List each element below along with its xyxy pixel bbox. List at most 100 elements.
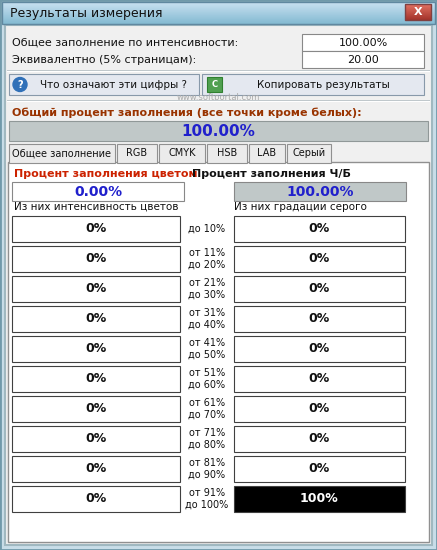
Text: 100.00%: 100.00% bbox=[338, 38, 388, 48]
Bar bbox=[12, 276, 180, 302]
Text: от 51%
до 60%: от 51% до 60% bbox=[188, 368, 225, 390]
Bar bbox=[2, 15, 435, 16]
Bar bbox=[405, 4, 431, 20]
Text: C: C bbox=[212, 80, 218, 89]
Bar bbox=[405, 19, 431, 20]
Text: 0%: 0% bbox=[309, 252, 329, 266]
Bar bbox=[302, 51, 424, 68]
Bar bbox=[405, 8, 431, 9]
Bar bbox=[234, 276, 405, 302]
Bar bbox=[234, 246, 405, 272]
Text: Что означают эти цифры ?: Что означают эти цифры ? bbox=[41, 80, 187, 90]
Text: 0%: 0% bbox=[85, 432, 107, 446]
Bar bbox=[2, 20, 435, 21]
Text: 0%: 0% bbox=[85, 312, 107, 326]
Bar bbox=[405, 7, 431, 8]
Bar bbox=[2, 14, 435, 15]
Bar bbox=[2, 9, 435, 10]
Text: Общее заполнение по интенсивности:: Общее заполнение по интенсивности: bbox=[12, 38, 238, 48]
Text: 0%: 0% bbox=[85, 223, 107, 235]
Bar bbox=[12, 366, 180, 392]
Text: Из них интенсивность цветов: Из них интенсивность цветов bbox=[14, 202, 178, 212]
Text: X: X bbox=[414, 7, 422, 17]
Text: от 41%
до 50%: от 41% до 50% bbox=[188, 338, 225, 360]
Text: www.softportal.com: www.softportal.com bbox=[176, 92, 260, 102]
Text: Процент заполнения Ч/Б: Процент заполнения Ч/Б bbox=[192, 169, 351, 179]
Text: LAB: LAB bbox=[257, 148, 277, 158]
Bar bbox=[202, 74, 424, 95]
Text: от 71%
до 80%: от 71% до 80% bbox=[188, 428, 225, 450]
Bar bbox=[405, 14, 431, 15]
Bar bbox=[405, 6, 431, 7]
Bar bbox=[234, 396, 405, 422]
Bar bbox=[405, 17, 431, 18]
Bar bbox=[234, 182, 406, 201]
Bar bbox=[405, 9, 431, 10]
Bar bbox=[2, 3, 435, 4]
Bar bbox=[2, 12, 435, 13]
Text: от 31%
до 40%: от 31% до 40% bbox=[188, 308, 225, 330]
Bar bbox=[7, 100, 430, 101]
Bar bbox=[9, 144, 115, 163]
Bar bbox=[7, 101, 430, 102]
Text: Общее заполнение: Общее заполнение bbox=[13, 148, 111, 158]
Bar bbox=[12, 182, 184, 201]
Text: 0%: 0% bbox=[309, 463, 329, 476]
Text: 0%: 0% bbox=[309, 283, 329, 295]
Text: от 11%
до 20%: от 11% до 20% bbox=[188, 248, 225, 270]
Text: Копировать результаты: Копировать результаты bbox=[257, 80, 389, 90]
Bar bbox=[405, 15, 431, 16]
Text: 0%: 0% bbox=[85, 372, 107, 386]
Bar bbox=[12, 336, 180, 362]
Bar bbox=[234, 366, 405, 392]
Text: 0.00%: 0.00% bbox=[74, 184, 122, 199]
Bar bbox=[9, 74, 199, 95]
Bar bbox=[2, 11, 435, 12]
Circle shape bbox=[13, 78, 27, 91]
Text: 100.00%: 100.00% bbox=[286, 184, 354, 199]
Text: 0%: 0% bbox=[309, 312, 329, 326]
Text: 100%: 100% bbox=[300, 492, 338, 505]
Bar bbox=[12, 426, 180, 452]
Text: от 91%
до 100%: от 91% до 100% bbox=[185, 488, 229, 510]
Bar bbox=[287, 144, 331, 163]
Bar bbox=[234, 456, 405, 482]
Bar bbox=[2, 5, 435, 6]
Text: 20.00: 20.00 bbox=[347, 55, 379, 65]
Text: 0%: 0% bbox=[85, 252, 107, 266]
Text: до 10%: до 10% bbox=[188, 224, 225, 234]
Bar bbox=[405, 5, 431, 6]
Bar bbox=[12, 306, 180, 332]
Bar bbox=[405, 16, 431, 17]
Bar bbox=[2, 2, 435, 24]
Text: 0%: 0% bbox=[85, 343, 107, 355]
Bar bbox=[12, 396, 180, 422]
Bar bbox=[249, 144, 285, 163]
Text: Процент заполнения цветом: Процент заполнения цветом bbox=[14, 169, 198, 179]
Bar bbox=[159, 144, 205, 163]
Bar bbox=[8, 162, 429, 542]
Text: 0%: 0% bbox=[85, 463, 107, 476]
Bar bbox=[405, 4, 431, 5]
Bar bbox=[2, 4, 435, 5]
Text: Серый: Серый bbox=[292, 148, 326, 158]
Text: Общий процент заполнения (все точки кроме белых):: Общий процент заполнения (все точки кром… bbox=[12, 108, 362, 118]
Text: от 21%
до 30%: от 21% до 30% bbox=[188, 278, 225, 300]
Bar bbox=[2, 8, 435, 9]
Bar bbox=[2, 21, 435, 22]
Bar bbox=[2, 13, 435, 14]
Text: 0%: 0% bbox=[309, 223, 329, 235]
Text: ?: ? bbox=[17, 80, 23, 90]
Text: Эквивалентно (5% страницам):: Эквивалентно (5% страницам): bbox=[12, 55, 196, 65]
Bar bbox=[302, 34, 424, 51]
Text: HSB: HSB bbox=[217, 148, 237, 158]
Bar bbox=[405, 10, 431, 11]
Bar bbox=[12, 456, 180, 482]
Bar bbox=[7, 71, 430, 72]
Bar bbox=[117, 144, 157, 163]
Text: от 81%
до 90%: от 81% до 90% bbox=[188, 458, 225, 480]
Bar bbox=[12, 246, 180, 272]
Bar bbox=[2, 16, 435, 17]
Bar bbox=[2, 18, 435, 19]
Text: 0%: 0% bbox=[309, 432, 329, 446]
